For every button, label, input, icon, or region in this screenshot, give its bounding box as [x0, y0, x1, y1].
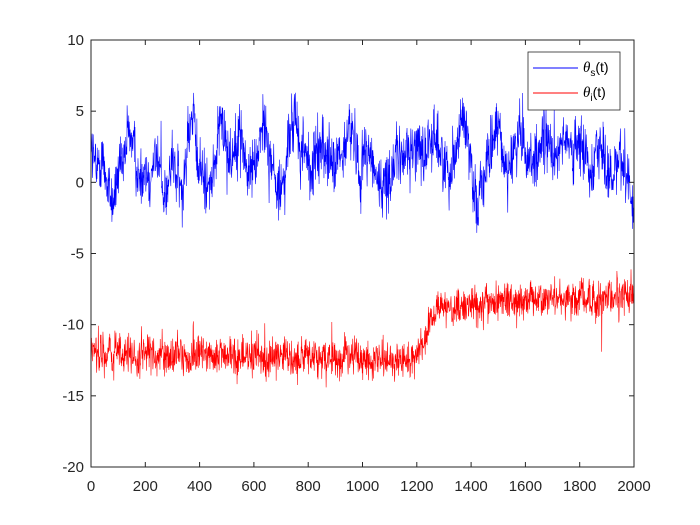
x-tick-label: 800 [296, 478, 321, 495]
data-layer [90, 76, 635, 388]
x-tick-label: 0 [87, 478, 95, 495]
legend-label-1: θs(t) [583, 59, 609, 79]
y-tick-label: -20 [62, 459, 84, 476]
legend-box [527, 51, 621, 111]
x-tick-label: 600 [241, 478, 266, 495]
x-tick-label: 1600 [509, 478, 542, 495]
x-tick-label: 1400 [454, 478, 487, 495]
x-tick-label: 1200 [400, 478, 433, 495]
y-tick-label: -10 [62, 317, 84, 334]
series-line-2 [90, 269, 635, 388]
x-tick-label: 2000 [617, 478, 650, 495]
y-tick-label: -15 [62, 388, 84, 405]
y-tick-label: 10 [67, 32, 84, 49]
y-tick-label: -5 [71, 246, 84, 263]
legend-label-2: θi(t) [583, 84, 606, 104]
legend[interactable]: θs(t) θi(t) [527, 51, 621, 111]
x-tick-label: 1000 [346, 478, 379, 495]
y-tick-label: 5 [76, 103, 84, 120]
y-tick-label: 0 [76, 174, 84, 191]
x-tick-label: 200 [133, 478, 158, 495]
x-tick-label: 1800 [563, 478, 596, 495]
ticks-layer: 0 200 400 600 800 1000 1200 1400 1600 1800 2000 -20… [62, 32, 650, 495]
series-line-1 [90, 76, 635, 233]
x-tick-label: 400 [187, 478, 212, 495]
